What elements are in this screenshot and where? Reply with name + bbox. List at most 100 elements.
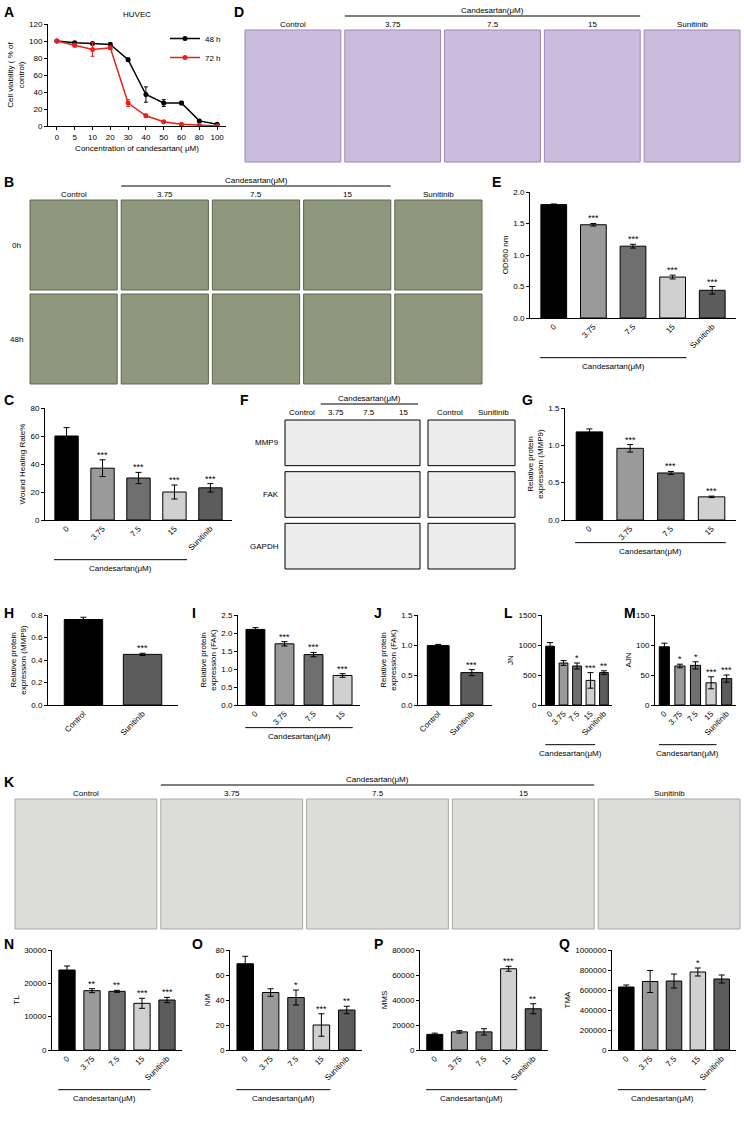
svg-text:7.5: 7.5: [686, 709, 701, 724]
svg-text:50: 50: [159, 133, 168, 142]
svg-text:***: ***: [205, 474, 216, 484]
svg-text:0.4: 0.4: [31, 656, 43, 665]
svg-text:1000: 1000: [519, 641, 537, 650]
svg-text:Relative proteinexpression (FA: Relative proteinexpression (FAK): [379, 629, 398, 691]
svg-text:7.5: 7.5: [567, 709, 582, 724]
svg-text:80: 80: [30, 404, 39, 413]
svg-text:***: ***: [707, 277, 718, 287]
svg-text:100: 100: [29, 37, 43, 46]
svg-text:20: 20: [215, 1021, 224, 1030]
svg-text:60: 60: [177, 133, 186, 142]
svg-text:3.75: 3.75: [328, 408, 344, 417]
svg-text:***: ***: [162, 987, 173, 997]
svg-text:15: 15: [588, 20, 597, 29]
svg-text:15: 15: [334, 709, 347, 722]
svg-text:0: 0: [659, 709, 669, 719]
svg-text:J: J: [374, 605, 382, 621]
svg-text:**: **: [343, 996, 351, 1006]
svg-text:A: A: [4, 4, 14, 20]
svg-text:20000: 20000: [24, 979, 47, 988]
svg-text:0: 0: [250, 709, 260, 719]
svg-text:*: *: [696, 958, 700, 968]
svg-text:30: 30: [124, 133, 133, 142]
svg-text:O: O: [192, 936, 203, 952]
svg-text:0.0: 0.0: [31, 701, 43, 710]
svg-text:15: 15: [664, 322, 677, 335]
svg-text:Candesartan(μM): Candesartan(μM): [440, 1094, 503, 1103]
svg-text:20: 20: [30, 488, 39, 497]
svg-text:***: ***: [588, 213, 599, 223]
svg-text:2.5: 2.5: [221, 611, 233, 620]
svg-text:Candesartan(μM): Candesartan(μM): [631, 1094, 694, 1103]
svg-text:Control: Control: [437, 408, 463, 417]
svg-text:0h: 0h: [12, 241, 21, 250]
svg-text:*: *: [294, 980, 298, 990]
svg-text:***: ***: [625, 435, 636, 445]
svg-text:7.5: 7.5: [664, 1054, 679, 1069]
svg-text:0.0: 0.0: [513, 314, 525, 323]
svg-text:40: 40: [141, 133, 150, 142]
svg-text:0: 0: [602, 1046, 607, 1055]
svg-text:20000: 20000: [392, 1021, 415, 1030]
svg-text:0.0: 0.0: [221, 701, 233, 710]
svg-text:0: 0: [429, 1054, 439, 1064]
svg-text:800000: 800000: [580, 966, 607, 975]
svg-text:MMP9: MMP9: [255, 438, 279, 447]
svg-text:15: 15: [134, 1054, 147, 1067]
svg-text:1000000: 1000000: [575, 946, 607, 955]
svg-text:20: 20: [106, 133, 115, 142]
svg-text:Sunitinib: Sunitinib: [323, 1054, 351, 1082]
svg-text:Control: Control: [73, 789, 99, 798]
svg-text:***: ***: [97, 450, 108, 460]
svg-text:40: 40: [30, 460, 39, 469]
svg-text:1.0: 1.0: [548, 441, 560, 450]
svg-text:3.75: 3.75: [580, 322, 598, 340]
svg-text:60: 60: [33, 71, 42, 80]
svg-text:Sunitinib: Sunitinib: [478, 408, 509, 417]
svg-text:*: *: [694, 652, 698, 662]
svg-text:***: ***: [706, 667, 717, 677]
svg-text:Cell viability ( % ofcontrol): Cell viability ( % ofcontrol): [6, 42, 25, 108]
svg-text:7.5: 7.5: [363, 408, 375, 417]
svg-text:0: 0: [220, 1046, 225, 1055]
svg-text:Candesartan(μM): Candesartan(μM): [73, 1094, 136, 1103]
svg-text:OD560 nm: OD560 nm: [501, 235, 510, 274]
svg-text:Candesartan(μM): Candesartan(μM): [252, 1094, 315, 1103]
svg-text:60: 60: [215, 971, 224, 980]
svg-text:40: 40: [33, 88, 42, 97]
svg-text:7.5: 7.5: [304, 709, 319, 724]
svg-text:0: 0: [55, 133, 60, 142]
svg-text:0.5: 0.5: [513, 282, 525, 291]
svg-text:JN: JN: [506, 655, 515, 665]
svg-text:TMA: TMA: [563, 991, 572, 1009]
svg-text:20: 20: [33, 105, 42, 114]
svg-text:2.0: 2.0: [513, 188, 525, 197]
svg-text:Sunitinib: Sunitinib: [703, 709, 731, 737]
svg-text:7.5: 7.5: [623, 322, 638, 337]
svg-text:0: 0: [42, 1046, 47, 1055]
svg-text:0: 0: [621, 1054, 631, 1064]
svg-text:7.5: 7.5: [107, 1054, 122, 1069]
svg-text:80: 80: [195, 133, 204, 142]
svg-text:NM: NM: [203, 993, 212, 1006]
svg-text:Candesartan(μM): Candesartan(μM): [582, 362, 645, 371]
svg-text:72 h: 72 h: [205, 54, 221, 63]
svg-text:Relative proteinexpression (FA: Relative proteinexpression (FAK): [199, 629, 218, 691]
svg-text:Sunitinib: Sunitinib: [580, 709, 608, 737]
svg-text:10000: 10000: [24, 1012, 47, 1021]
svg-text:***: ***: [721, 665, 732, 675]
svg-text:Q: Q: [559, 936, 570, 952]
svg-text:3.75: 3.75: [617, 524, 635, 542]
svg-text:5: 5: [72, 133, 77, 142]
svg-text:0.5: 0.5: [548, 478, 560, 487]
svg-text:400000: 400000: [580, 1006, 607, 1015]
svg-text:48 h: 48 h: [205, 35, 221, 44]
svg-text:***: ***: [337, 664, 348, 674]
svg-text:***: ***: [137, 643, 148, 653]
svg-text:0.6: 0.6: [31, 633, 43, 642]
svg-text:40: 40: [215, 996, 224, 1005]
svg-text:***: ***: [137, 988, 148, 998]
svg-text:1.5: 1.5: [221, 647, 233, 656]
svg-text:**: **: [529, 994, 537, 1004]
svg-text:E: E: [492, 174, 501, 190]
